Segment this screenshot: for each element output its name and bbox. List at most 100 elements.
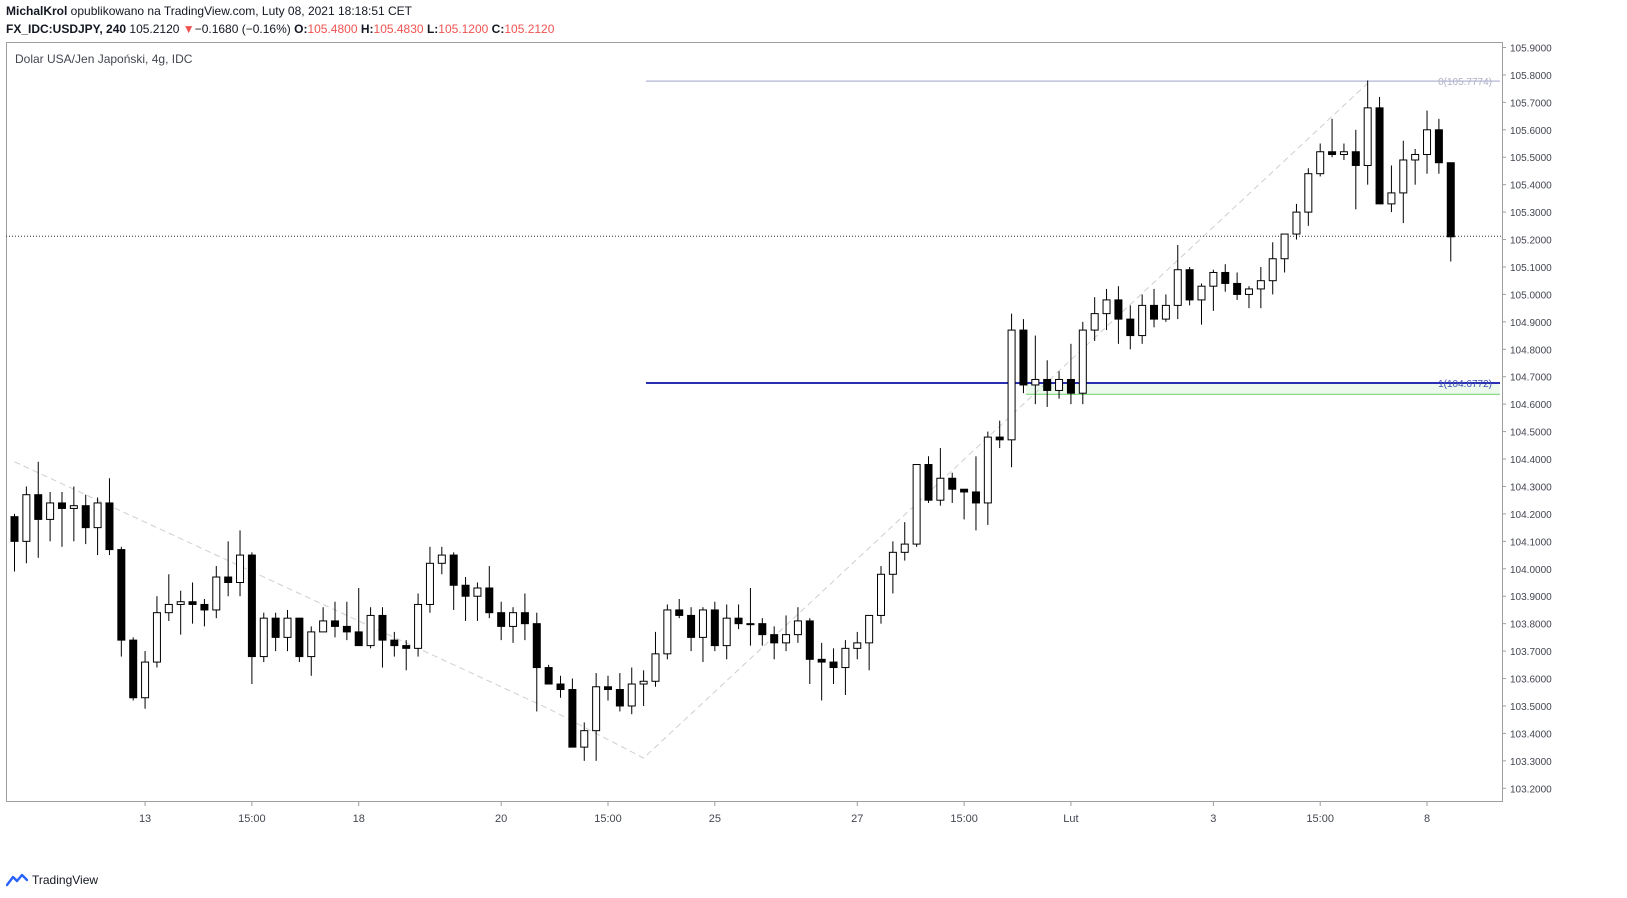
candle[interactable] <box>1316 143 1325 177</box>
candle[interactable] <box>164 574 173 621</box>
candle[interactable] <box>1043 360 1052 407</box>
candle[interactable] <box>532 612 541 712</box>
candle[interactable] <box>414 593 423 657</box>
candle[interactable] <box>461 577 470 621</box>
candle[interactable] <box>829 648 838 685</box>
candle[interactable] <box>283 609 292 652</box>
candle[interactable] <box>1114 286 1123 344</box>
candle[interactable] <box>1363 80 1372 185</box>
candle[interactable] <box>224 541 233 597</box>
candle[interactable] <box>663 604 672 660</box>
candle[interactable] <box>271 612 280 652</box>
candle[interactable] <box>888 541 897 594</box>
candle[interactable] <box>853 631 862 660</box>
candle[interactable] <box>983 431 992 525</box>
candle[interactable] <box>497 601 506 641</box>
candle[interactable] <box>105 478 114 556</box>
candle[interactable] <box>354 587 363 647</box>
candle[interactable] <box>817 642 826 701</box>
candle[interactable] <box>924 456 933 503</box>
candle[interactable] <box>592 673 601 761</box>
candle[interactable] <box>176 590 185 635</box>
candle[interactable] <box>877 566 886 624</box>
candle[interactable] <box>746 587 755 646</box>
candle[interactable] <box>1209 269 1218 311</box>
candle[interactable] <box>330 601 339 638</box>
candle[interactable] <box>556 675 565 698</box>
candle[interactable] <box>1351 129 1360 210</box>
candle[interactable] <box>627 667 636 715</box>
candle[interactable] <box>960 488 969 520</box>
candle[interactable] <box>69 486 78 542</box>
candle[interactable] <box>10 513 19 572</box>
candle[interactable] <box>200 598 209 627</box>
candle[interactable] <box>793 607 802 643</box>
candle[interactable] <box>1446 162 1455 262</box>
candle[interactable] <box>1292 203 1301 240</box>
candle[interactable] <box>995 420 1004 449</box>
candle[interactable] <box>948 472 957 503</box>
candle[interactable] <box>1185 266 1194 306</box>
candle[interactable] <box>1244 286 1253 309</box>
candle[interactable] <box>1078 321 1087 405</box>
candle[interactable] <box>900 522 909 561</box>
candle[interactable] <box>1256 266 1265 309</box>
candle[interactable] <box>1280 233 1289 273</box>
candle[interactable] <box>22 486 31 564</box>
candle[interactable] <box>1304 168 1313 226</box>
candle[interactable] <box>687 607 696 652</box>
candle[interactable] <box>152 596 161 668</box>
candle[interactable] <box>93 497 102 556</box>
candle[interactable] <box>437 546 446 575</box>
candle[interactable] <box>1423 110 1432 174</box>
candle[interactable] <box>1339 143 1348 160</box>
candle[interactable] <box>1375 96 1384 205</box>
candle[interactable] <box>295 617 304 663</box>
candle[interactable] <box>117 546 126 657</box>
candle[interactable] <box>366 607 375 649</box>
candle[interactable] <box>1221 264 1230 292</box>
candle[interactable] <box>675 598 684 619</box>
candle[interactable] <box>971 456 980 531</box>
candle[interactable] <box>34 461 43 558</box>
candle[interactable] <box>912 464 921 547</box>
candle[interactable] <box>805 618 814 685</box>
candle[interactable] <box>1197 283 1206 325</box>
candle[interactable] <box>604 675 612 701</box>
candle[interactable] <box>770 626 779 660</box>
candle[interactable] <box>1019 319 1028 394</box>
candle[interactable] <box>639 670 648 706</box>
plot-area[interactable] <box>6 42 1503 802</box>
candle[interactable] <box>46 491 55 542</box>
candle[interactable] <box>1268 242 1277 295</box>
candle[interactable] <box>651 631 660 687</box>
candle[interactable] <box>734 604 743 630</box>
candle[interactable] <box>509 607 518 643</box>
candle[interactable] <box>1173 245 1182 320</box>
candle[interactable] <box>141 651 150 709</box>
candle[interactable] <box>1328 118 1337 158</box>
support-zone[interactable] <box>1026 383 1500 395</box>
candle[interactable] <box>1411 149 1420 185</box>
candle[interactable] <box>57 491 66 547</box>
candle[interactable] <box>1031 335 1040 405</box>
candle[interactable] <box>722 604 731 660</box>
candle[interactable] <box>615 673 624 712</box>
candle[interactable] <box>319 607 328 633</box>
candle[interactable] <box>449 552 458 610</box>
candle[interactable] <box>865 614 874 671</box>
candle[interactable] <box>1399 140 1408 224</box>
candle[interactable] <box>1090 297 1099 342</box>
candle[interactable] <box>1007 313 1016 468</box>
candle[interactable] <box>485 566 494 619</box>
candle[interactable] <box>473 582 482 621</box>
candle[interactable] <box>1150 288 1159 328</box>
candle[interactable] <box>782 615 791 652</box>
candle[interactable] <box>425 546 434 613</box>
candle[interactable] <box>390 631 399 657</box>
candle[interactable] <box>1066 343 1075 405</box>
candle[interactable] <box>342 601 351 641</box>
tradingview-logo-icon[interactable] <box>6 873 28 887</box>
candle[interactable] <box>1387 165 1396 213</box>
candle[interactable] <box>402 640 411 671</box>
